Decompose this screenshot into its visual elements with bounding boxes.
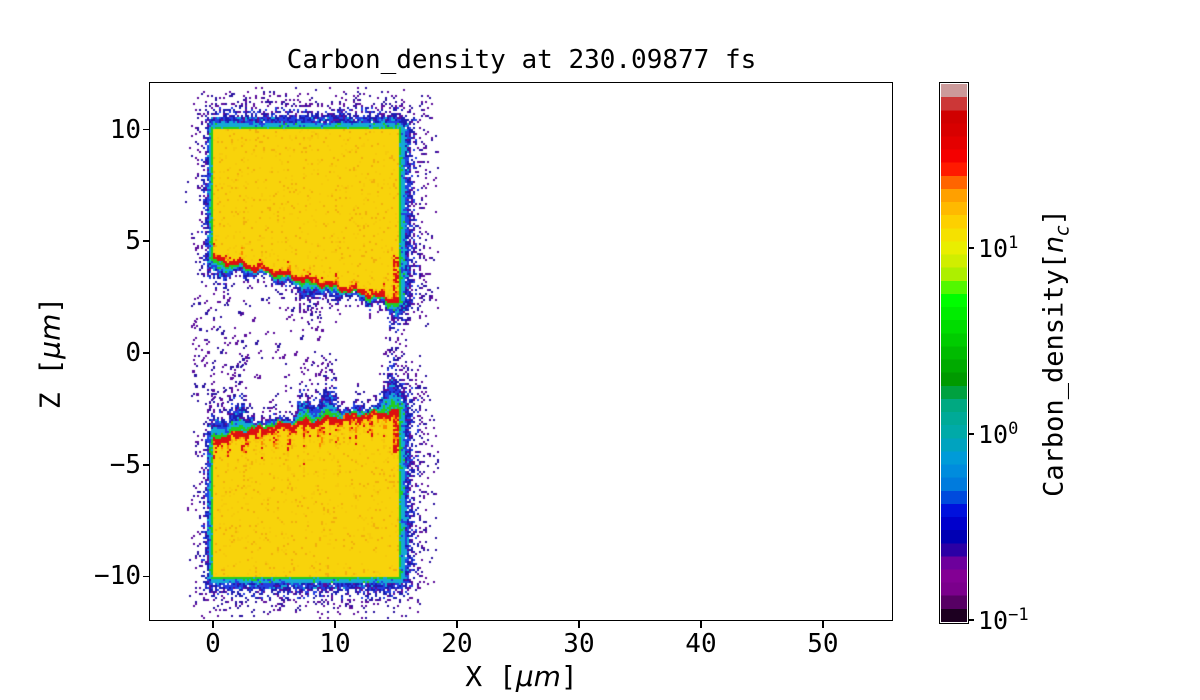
density-plot-canvas — [151, 84, 892, 620]
y-tick-mark — [143, 240, 150, 243]
colorbar-tick-mark — [968, 433, 974, 435]
y-tick-label: 5 — [125, 226, 141, 257]
y-tick-label: 0 — [125, 338, 141, 368]
x-tick-mark — [456, 621, 458, 628]
x-tick-label: 10 — [319, 629, 351, 659]
x-tick-mark — [700, 621, 702, 628]
colorbar-subscript: c — [1051, 225, 1074, 236]
colorbar-tick-label: 100 — [978, 418, 1019, 450]
y-tick-label: 10 — [109, 114, 141, 145]
x-tick-mark — [212, 621, 214, 628]
x-tick-mark — [578, 621, 580, 628]
x-tick-mark — [822, 621, 824, 628]
x-tick-label: 30 — [563, 629, 595, 659]
x-tick-label: 50 — [807, 629, 839, 659]
y-tick-mark — [143, 463, 150, 466]
colorbar-symbol: n — [1038, 235, 1070, 253]
colorbar-tick-label: 10−1 — [978, 604, 1029, 636]
y-axis-unit: μm — [33, 313, 67, 359]
y-tick-mark — [143, 352, 150, 354]
y-tick-mark — [143, 128, 150, 131]
x-axis-unit: μm — [515, 660, 561, 693]
x-tick-label: 20 — [441, 629, 473, 659]
y-tick-mark — [143, 575, 150, 578]
x-tick-label: 40 — [685, 629, 717, 659]
y-axis-label: Z [μm] — [33, 296, 67, 410]
y-tick-label: −5 — [109, 449, 141, 480]
x-tick-label: 0 — [205, 629, 221, 659]
colorbar-label: Carbon_density[nc] — [1038, 209, 1074, 497]
colorbar-tick-label: 101 — [978, 232, 1019, 264]
x-tick-mark — [334, 621, 336, 628]
colorbar-tick-mark — [968, 619, 974, 621]
colorbar-gradient — [941, 84, 967, 622]
colorbar-tick-mark — [968, 247, 974, 249]
x-axis-label: X [μm] — [465, 660, 578, 693]
y-tick-label: −10 — [94, 561, 141, 592]
plot-title: Carbon_density at 230.09877 fs — [286, 45, 757, 75]
